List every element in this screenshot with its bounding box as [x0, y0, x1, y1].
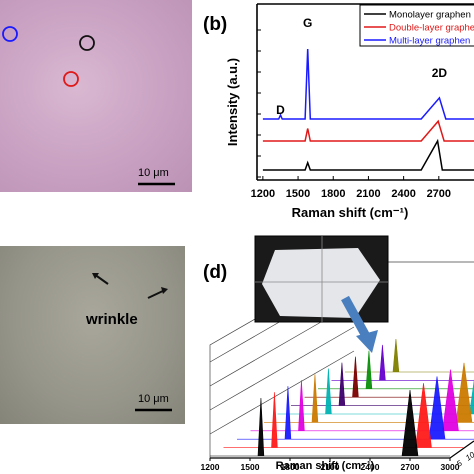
chart-b-peak-label: D: [276, 103, 285, 117]
chart-d-spectrum: [223, 383, 464, 448]
chart-d-spectrum: [345, 338, 474, 373]
chart-b-legend-label: Double-layer graphe: [389, 23, 474, 34]
chart-d-spectrum: [264, 362, 474, 423]
chart-d-spectrum: [331, 344, 474, 381]
chart-b-x-tick-label: 2700: [427, 188, 451, 200]
chart-d-depth-tick-label: 5: [455, 458, 464, 468]
chart-d-frame: [209, 261, 474, 459]
inset-image-frame: [254, 235, 389, 323]
chart-b-series-line: [262, 48, 474, 120]
chart-b-x-tick-label: 2100: [356, 188, 380, 200]
chart-b-legend-label: Monolayer graphen: [389, 10, 471, 21]
chart-d-grid-line: [209, 350, 355, 435]
chart-d-spectrum: [277, 368, 474, 415]
chart-b-series: [262, 48, 474, 171]
chart-d-x-tick-label: 1800: [281, 462, 300, 472]
chart-b-xlabel: Raman shift (cm⁻¹): [292, 205, 409, 220]
chart-d-x-tick-label: 3000: [441, 462, 460, 472]
wrinkle-label: wrinkle: [85, 311, 138, 328]
wrinkle-arrow-right: [147, 289, 166, 299]
chart-d-inset-image: [254, 235, 389, 353]
scale-bar-label-a: 10 μm: [138, 167, 169, 179]
chart-d-depth-axis: [449, 440, 474, 459]
chart-d-spectrum: [304, 356, 474, 398]
chart-d-spectrum: [210, 389, 450, 457]
chart-d-x-tick-label: 2400: [361, 462, 380, 472]
chart-d-xlabel: Raman shift (cm⁻¹): [276, 460, 375, 472]
chart-b-ylabel: Intensity (a.u.): [225, 58, 240, 146]
chart-b-x-tick-label: 1500: [286, 188, 310, 200]
chart-d-grid-line: [209, 278, 355, 363]
chart-d-x-tick-label: 1200: [201, 462, 220, 472]
chart-b-peak-labels: D G 2D: [276, 16, 447, 117]
chart-d-series: [210, 338, 474, 457]
scale-bar-label-c: 10 μm: [138, 393, 169, 405]
double-layer-marker-circle: [63, 71, 79, 87]
chart-d-spectrum: [250, 369, 474, 432]
panel-label-b: (b): [203, 14, 227, 35]
pointer-arrow-shaft: [341, 295, 371, 341]
chart-b-series-line: [262, 138, 474, 171]
chart-d-x-tick-label: 2100: [321, 462, 340, 472]
chart-d-x-tick-label: 2700: [401, 462, 420, 472]
chart-d-spectrum: [237, 376, 474, 440]
chart-b-x-tick-label: 1200: [251, 188, 275, 200]
chart-b-axes: [256, 3, 474, 181]
chart-d-depth-tick-label: 10: [464, 450, 474, 463]
chart-d-spectrum: [291, 362, 474, 406]
chart-b-series-line: [262, 119, 474, 142]
wrinkle-arrowhead-right: [161, 287, 168, 294]
panel-label-d: (d): [203, 262, 227, 283]
chart-b-peak-label: 2D: [432, 66, 448, 80]
chart-b-legend: Monolayer graphen Double-layer graphe Mult…: [359, 4, 474, 47]
chart-d-grid-line: [209, 302, 355, 387]
micrograph-overlay-c: wrinkle 10 μm: [85, 273, 172, 412]
optical-image-c: wrinkle 10 μm: [0, 246, 185, 424]
chart-d-x-tick-label: 1500: [241, 462, 260, 472]
multi-layer-marker-circle: [2, 26, 18, 42]
monolayer-marker-circle: [79, 35, 95, 51]
chart-d-grid-line: [209, 326, 355, 411]
chart-b-legend-box: [359, 4, 474, 47]
graphene-flake-shape: [262, 248, 380, 318]
chart-d-spectrum: [318, 350, 474, 390]
chart-b-legend-label: Multi-layer graphen: [389, 36, 470, 47]
chart-b-peak-label: G: [303, 16, 312, 30]
chart-d-back-wall: [209, 261, 474, 458]
chart-b-ticks: 1200 1500 1800 2100 2400 2700: [251, 176, 451, 200]
chart-b-x-tick-label: 1800: [321, 188, 345, 200]
pointer-arrow-head: [356, 330, 378, 353]
wrinkle-arrowhead-left: [92, 273, 99, 279]
micrograph-overlay-a: 10 μm: [2, 26, 175, 186]
optical-image-a: 10 μm: [0, 0, 192, 192]
chart-b-x-tick-label: 2400: [391, 188, 415, 200]
